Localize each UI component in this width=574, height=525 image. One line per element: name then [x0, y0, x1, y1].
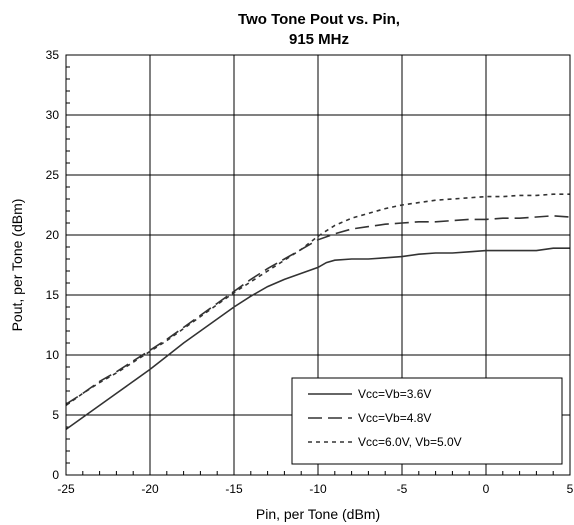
- legend-box: [291, 377, 563, 465]
- series-line-3: [65, 193, 570, 407]
- y-tick-label: 20: [46, 228, 60, 242]
- grid-lines: [65, 54, 571, 476]
- y-tick-label: 0: [52, 468, 59, 482]
- legend: Vcc=Vb=3.6V Vcc=Vb=4.8V Vcc=6.0V, Vb=5.0…: [291, 377, 563, 465]
- x-tick-label: -15: [225, 482, 243, 496]
- y-tick-label: 30: [46, 108, 60, 122]
- y-tick-label: 25: [46, 168, 60, 182]
- legend-label-series-3: Vcc=6.0V, Vb=5.0V: [358, 435, 462, 449]
- chart-title-line-1: Two Tone Pout vs. Pin,: [238, 11, 400, 28]
- series-line-2: [65, 214, 571, 405]
- plot-frame: [65, 54, 571, 476]
- x-tick-label: -25: [57, 482, 75, 496]
- series-line-1: [65, 247, 570, 431]
- x-tick-label: -10: [309, 482, 327, 496]
- tick-labels: -25 -20 -15 -10 -5 0 5 0 5 10 15 20 25 30 35: [46, 48, 574, 496]
- chart-title-line-2: 915 MHz: [289, 31, 349, 48]
- y-tick-label: 10: [46, 348, 60, 362]
- y-tick-label: 15: [46, 288, 60, 302]
- y-axis-label: Pout, per Tone (dBm): [9, 199, 25, 332]
- x-tick-label: -20: [141, 482, 159, 496]
- series-lines: [65, 193, 571, 431]
- x-axis-label: Pin, per Tone (dBm): [256, 506, 380, 522]
- y-tick-label: 5: [52, 408, 59, 422]
- x-tick-label: 0: [483, 482, 490, 496]
- legend-label-series-2: Vcc=Vb=4.8V: [358, 411, 431, 425]
- x-tick-label: -5: [397, 482, 408, 496]
- y-tick-label: 35: [46, 48, 60, 62]
- x-tick-label: 5: [567, 482, 574, 496]
- legend-label-series-1: Vcc=Vb=3.6V: [358, 387, 431, 401]
